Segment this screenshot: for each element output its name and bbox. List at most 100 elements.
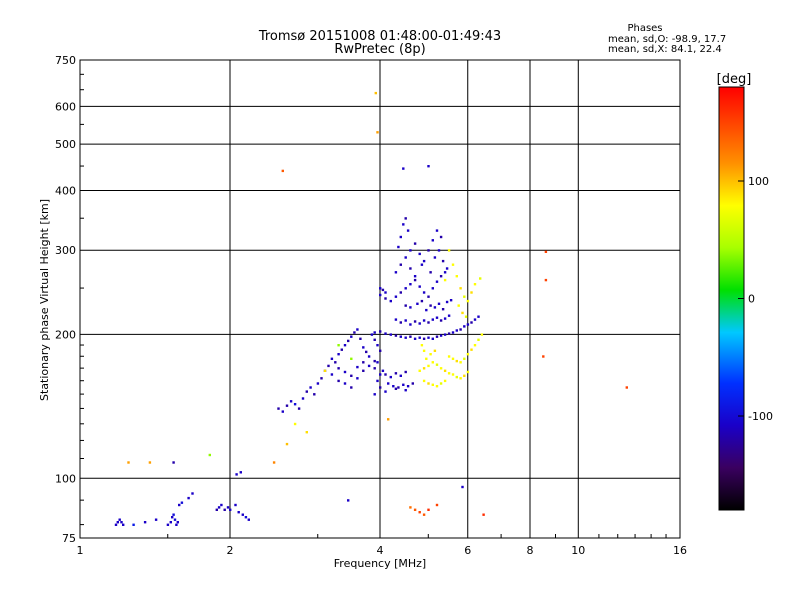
data-point bbox=[404, 287, 407, 290]
data-point bbox=[473, 344, 477, 347]
data-point bbox=[443, 369, 447, 372]
data-point bbox=[409, 249, 412, 252]
colorbar-tick-label: 100 bbox=[748, 175, 769, 188]
data-point bbox=[455, 275, 458, 278]
data-point bbox=[461, 311, 464, 315]
data-point bbox=[176, 521, 179, 524]
data-point bbox=[399, 235, 402, 239]
data-point bbox=[431, 239, 434, 242]
x-tick-label: 4 bbox=[377, 544, 384, 557]
data-point bbox=[409, 506, 412, 509]
data-point bbox=[420, 263, 424, 266]
data-point bbox=[337, 344, 340, 347]
data-point bbox=[459, 361, 462, 364]
x-tick-label: 6 bbox=[464, 544, 471, 557]
data-point bbox=[367, 355, 371, 358]
data-point bbox=[373, 367, 376, 370]
data-point bbox=[418, 336, 421, 339]
data-point bbox=[334, 361, 337, 364]
data-point bbox=[413, 320, 417, 323]
data-point bbox=[120, 521, 123, 524]
data-point bbox=[447, 355, 451, 358]
data-point bbox=[350, 335, 353, 338]
y-tick-label: 400 bbox=[55, 184, 76, 197]
data-point bbox=[542, 355, 545, 358]
data-point bbox=[169, 521, 172, 524]
data-point bbox=[379, 386, 382, 389]
colorbar-ticks: 100 0 -100 bbox=[738, 175, 773, 423]
data-point bbox=[215, 508, 218, 511]
data-point bbox=[316, 382, 320, 385]
data-point bbox=[389, 299, 392, 303]
data-point bbox=[379, 349, 382, 352]
x-tick-label: 10 bbox=[571, 544, 585, 557]
data-point bbox=[422, 349, 426, 352]
data-point bbox=[327, 364, 330, 368]
data-point bbox=[429, 271, 432, 274]
data-point bbox=[362, 361, 365, 364]
data-point bbox=[285, 404, 289, 407]
data-point bbox=[451, 263, 455, 266]
data-point bbox=[384, 332, 387, 335]
data-point bbox=[544, 278, 548, 282]
data-point bbox=[431, 361, 434, 364]
data-point bbox=[409, 323, 412, 326]
data-point bbox=[422, 259, 426, 263]
data-point bbox=[433, 349, 437, 352]
data-point bbox=[437, 249, 441, 252]
data-point bbox=[350, 386, 353, 389]
data-point bbox=[455, 329, 458, 332]
data-point bbox=[420, 344, 424, 347]
data-point bbox=[379, 287, 382, 290]
y-tick-label: 300 bbox=[55, 244, 76, 257]
data-point bbox=[337, 379, 340, 383]
y-axis-label: Stationary phase Virtual Height [km] bbox=[38, 199, 51, 401]
data-point bbox=[406, 385, 410, 388]
data-point bbox=[413, 275, 417, 278]
data-point bbox=[404, 256, 407, 259]
data-point bbox=[399, 291, 402, 294]
data-point bbox=[387, 382, 390, 385]
data-point bbox=[394, 334, 398, 337]
data-point bbox=[114, 523, 118, 526]
data-point bbox=[376, 361, 379, 364]
data-point bbox=[399, 321, 402, 324]
data-point bbox=[447, 332, 451, 335]
colorbar-tick-label: -100 bbox=[748, 410, 773, 423]
data-point bbox=[247, 518, 250, 521]
data-point bbox=[413, 337, 417, 340]
data-point bbox=[239, 471, 242, 474]
data-point bbox=[277, 407, 280, 410]
data-point bbox=[347, 499, 350, 502]
data-point bbox=[370, 333, 374, 336]
data-point bbox=[544, 250, 548, 253]
data-point bbox=[118, 518, 121, 521]
data-point bbox=[381, 369, 385, 372]
data-point bbox=[373, 359, 376, 363]
data-point bbox=[356, 377, 359, 380]
data-point bbox=[463, 374, 466, 377]
data-point bbox=[445, 300, 449, 304]
data-point bbox=[175, 523, 178, 526]
data-point bbox=[425, 308, 428, 312]
data-point bbox=[309, 386, 312, 389]
data-point bbox=[464, 315, 468, 318]
data-point bbox=[451, 331, 455, 334]
data-point bbox=[397, 245, 400, 249]
data-point bbox=[116, 521, 119, 524]
data-point bbox=[350, 357, 353, 360]
data-point bbox=[234, 503, 237, 507]
data-point bbox=[373, 393, 376, 396]
data-point bbox=[429, 353, 432, 356]
data-point bbox=[443, 379, 447, 383]
data-point bbox=[431, 337, 434, 340]
data-point bbox=[477, 338, 480, 341]
data-point bbox=[173, 518, 177, 521]
data-point bbox=[477, 315, 480, 318]
data-point bbox=[127, 461, 130, 464]
x-tick-label: 1 bbox=[77, 544, 84, 557]
data-point bbox=[441, 308, 445, 311]
data-point bbox=[148, 461, 152, 464]
data-point bbox=[439, 367, 443, 370]
data-point bbox=[441, 259, 445, 263]
